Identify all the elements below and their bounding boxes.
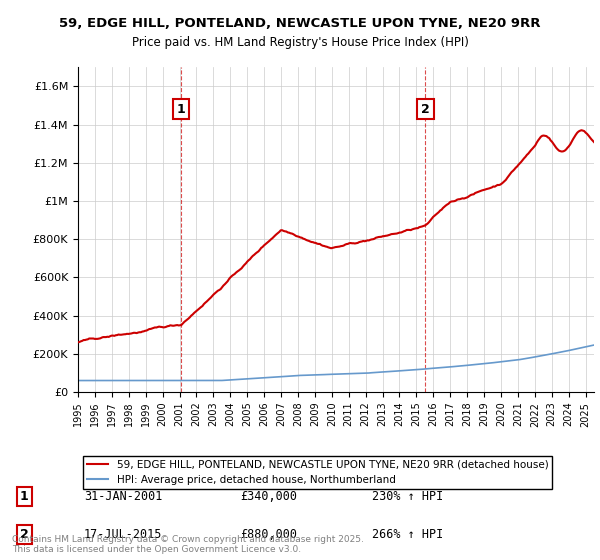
Text: 1: 1 (176, 102, 185, 116)
Text: Price paid vs. HM Land Registry's House Price Index (HPI): Price paid vs. HM Land Registry's House … (131, 36, 469, 49)
Text: 2: 2 (20, 528, 28, 542)
Text: £340,000: £340,000 (240, 489, 297, 503)
Text: Contains HM Land Registry data © Crown copyright and database right 2025.
This d: Contains HM Land Registry data © Crown c… (12, 535, 364, 554)
Text: 230% ↑ HPI: 230% ↑ HPI (372, 489, 443, 503)
Legend: 59, EDGE HILL, PONTELAND, NEWCASTLE UPON TYNE, NE20 9RR (detached house), HPI: A: 59, EDGE HILL, PONTELAND, NEWCASTLE UPON… (83, 456, 553, 489)
Text: 59, EDGE HILL, PONTELAND, NEWCASTLE UPON TYNE, NE20 9RR: 59, EDGE HILL, PONTELAND, NEWCASTLE UPON… (59, 17, 541, 30)
Text: £880,000: £880,000 (240, 528, 297, 542)
Text: 1: 1 (20, 489, 28, 503)
Text: 266% ↑ HPI: 266% ↑ HPI (372, 528, 443, 542)
Text: 17-JUL-2015: 17-JUL-2015 (84, 528, 163, 542)
Text: 31-JAN-2001: 31-JAN-2001 (84, 489, 163, 503)
Text: 2: 2 (421, 102, 430, 116)
